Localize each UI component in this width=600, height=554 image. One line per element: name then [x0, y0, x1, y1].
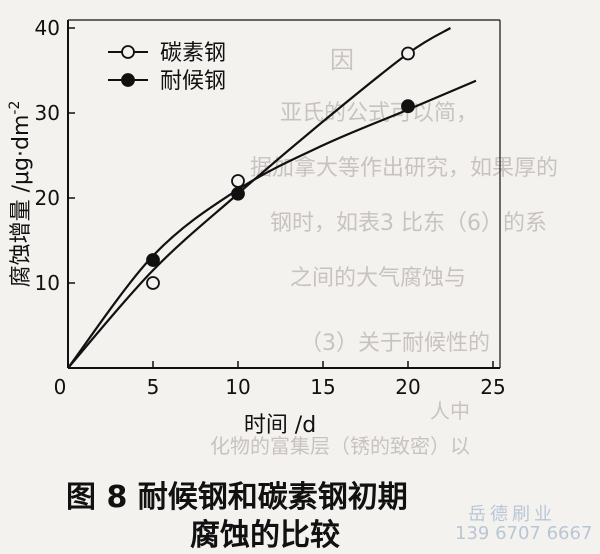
y-axis-label-superscript: -2: [7, 101, 23, 115]
watermark-line2: 139 6707 6667: [455, 523, 593, 544]
y-axis-label-text: 腐蚀增量 /μg·dm: [9, 115, 34, 288]
figure-caption-line2: 腐蚀的比较: [190, 518, 340, 553]
y-tick-label: 40: [35, 16, 60, 40]
data-point-carbon-steel: [146, 276, 160, 290]
x-tick-label: 15: [310, 375, 335, 399]
x-tick-label: 0: [54, 375, 67, 399]
data-point-weathering-steel: [231, 186, 245, 201]
x-axis-label: 时间 /d: [244, 413, 316, 438]
data-point-carbon-steel: [231, 174, 245, 188]
legend-label: 碳素钢: [160, 41, 226, 66]
legend-marker: [121, 45, 135, 59]
figure-caption-line1: 图 8 耐候钢和碳素钢初期: [66, 480, 408, 515]
data-point-weathering-steel: [146, 253, 160, 267]
x-tick-label: 25: [480, 375, 505, 399]
legend-label: 耐候钢: [160, 69, 226, 94]
y-tick-label: 10: [35, 271, 60, 295]
x-tick-label: 5: [147, 375, 160, 399]
data-point-carbon-steel: [401, 46, 415, 61]
y-axis-label: 腐蚀增量 /μg·dm-2: [7, 101, 34, 288]
y-tick-label: 20: [35, 186, 60, 210]
y-tick-label: 30: [35, 101, 60, 125]
legend-marker: [121, 73, 135, 87]
series-line-weathering-steel: [67, 79, 477, 369]
x-tick-label: 10: [225, 375, 250, 399]
x-tick-label: 20: [395, 375, 420, 399]
watermark-line1: 岳德刷业: [468, 504, 556, 525]
data-point-weathering-steel: [401, 99, 415, 114]
